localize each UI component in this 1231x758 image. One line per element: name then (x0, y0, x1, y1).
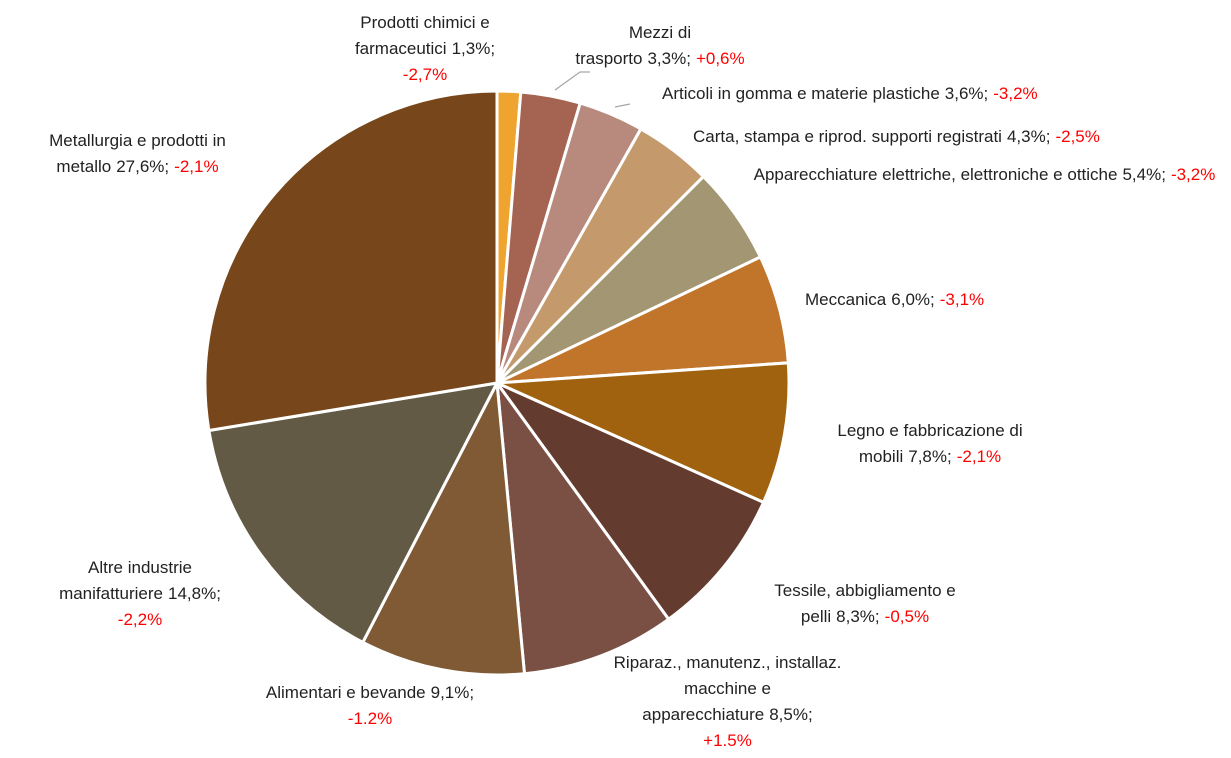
category-label: Alimentari e bevande (265, 683, 426, 702)
category-label: Apparecchiature elettriche, elettroniche… (753, 165, 1118, 184)
data-label: Apparecchiature elettriche, elettroniche… (738, 162, 1231, 188)
category-label: Tessile, abbigliamento e pelli (774, 581, 956, 626)
value-label: 3,3% (647, 49, 690, 68)
data-label: Articoli in gomma e materie plastiche 3,6… (662, 81, 1202, 107)
value-label: 9,1% (431, 683, 474, 702)
category-label: Riparaz., manutenz., installaz. macchine… (613, 653, 842, 724)
data-label: Riparaz., manutenz., installaz. macchine… (600, 650, 855, 754)
category-label: Prodotti chimici e farmaceutici (354, 13, 490, 58)
value-label: 1,3% (452, 39, 495, 58)
change-label: -2,7% (402, 65, 448, 84)
leader-line (554, 71, 590, 91)
change-label: -2,2% (117, 610, 163, 629)
value-label: 6,0% (891, 290, 934, 309)
change-label: +1.5% (703, 731, 752, 750)
category-label: Articoli in gomma e materie plastiche (662, 84, 940, 103)
change-label: -2,1% (174, 157, 219, 176)
change-label: +0,6% (695, 49, 745, 68)
change-label: -2,1% (956, 447, 1002, 466)
category-label: Mezzi di trasporto (575, 23, 692, 68)
data-label: Alimentari e bevande 9,1% -1.2% (255, 680, 485, 732)
leader-line (614, 103, 631, 108)
category-label: Altre industrie manifatturiere (59, 558, 192, 603)
pie-slice (207, 381, 500, 645)
category-label: Metallurgia e prodotti in metallo (49, 131, 226, 176)
value-label: 7,8% (908, 447, 951, 466)
change-label: -2,5% (1055, 127, 1100, 146)
pie-slice (496, 361, 791, 505)
value-label: 8,5% (769, 705, 812, 724)
change-label: -1.2% (347, 709, 393, 728)
value-label: 14,8% (168, 584, 221, 603)
value-label: 4,3% (1007, 127, 1050, 146)
change-label: -0,5% (884, 607, 930, 626)
category-label: Carta, stampa e riprod. supporti registr… (693, 127, 1002, 146)
value-label: 3,6% (945, 84, 988, 103)
pie-slice (492, 379, 766, 622)
category-label: Meccanica (805, 290, 887, 309)
pie-slice (494, 377, 671, 676)
data-label: Carta, stampa e riprod. supporti registr… (693, 124, 1231, 150)
change-label: -3,2% (993, 84, 1038, 103)
pie-slice (360, 377, 527, 677)
change-label: -3,1% (939, 290, 985, 309)
category-label: Legno e fabbricazione di mobili (837, 421, 1023, 466)
value-label: 8,3% (836, 607, 879, 626)
value-label: 5,4% (1122, 165, 1165, 184)
pie-slice (203, 89, 499, 433)
value-label: 27,6% (116, 157, 169, 176)
change-label: -3,2% (1170, 165, 1216, 184)
